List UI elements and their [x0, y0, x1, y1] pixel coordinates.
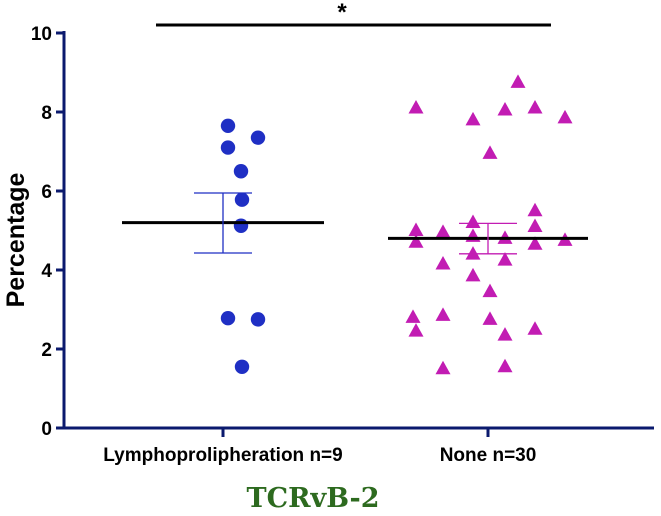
y-tick-label: 4: [41, 261, 52, 282]
data-point-triangle: [527, 218, 543, 233]
data-point-circle: [233, 164, 249, 179]
data-point-triangle: [497, 327, 513, 341]
data-point-circle: [234, 359, 250, 374]
data-point-circle: [234, 192, 250, 207]
data-points: [220, 74, 573, 375]
data-point-circle: [233, 218, 249, 233]
data-point-triangle: [527, 202, 543, 217]
data-point-triangle: [510, 74, 526, 88]
data-point-triangle: [435, 256, 451, 270]
data-point-triangle: [482, 311, 498, 325]
axes: 0 2 4 6 8 10 Lymphoprolipheration n=9 None n=30: [31, 24, 654, 466]
data-point-triangle: [435, 360, 451, 375]
data-point-circle: [250, 312, 266, 327]
data-point-triangle: [435, 307, 451, 321]
data-point-triangle: [465, 246, 481, 260]
data-point-triangle: [465, 111, 481, 126]
data-point-triangle: [497, 101, 513, 116]
data-point-triangle: [408, 234, 424, 248]
data-point-circle: [250, 130, 266, 145]
y-tick-label: 6: [41, 182, 52, 203]
data-point-triangle: [497, 358, 513, 373]
data-point-triangle: [465, 267, 481, 282]
y-axis-title: Percentage: [2, 173, 30, 308]
data-point-triangle: [527, 236, 543, 250]
data-point-triangle: [527, 321, 543, 335]
y-tick-label: 8: [41, 103, 52, 124]
data-point-circle: [220, 140, 236, 155]
data-point-triangle: [405, 309, 421, 323]
y-tick-label: 2: [41, 340, 52, 361]
data-point-triangle: [527, 99, 543, 114]
data-point-circle: [220, 118, 236, 134]
data-point-triangle: [408, 323, 424, 337]
data-point-triangle: [435, 224, 451, 238]
data-point-circle: [220, 310, 236, 326]
data-point-triangle: [482, 283, 498, 298]
data-point-triangle: [408, 99, 424, 114]
data-point-triangle: [482, 145, 498, 159]
y-tick-label: 0: [41, 419, 52, 440]
x-tick-label: Lymphoprolipheration n=9: [103, 445, 342, 466]
chart-caption: TCRvB-2: [246, 483, 379, 514]
summary-bars: [122, 192, 588, 255]
data-point-triangle: [557, 109, 573, 124]
data-point-triangle: [497, 252, 513, 266]
data-point-triangle: [465, 214, 481, 229]
x-tick-label: None n=30: [440, 445, 537, 466]
data-point-triangle: [408, 222, 424, 236]
significance-label: *: [337, 0, 347, 26]
y-tick-label: 10: [31, 24, 52, 45]
